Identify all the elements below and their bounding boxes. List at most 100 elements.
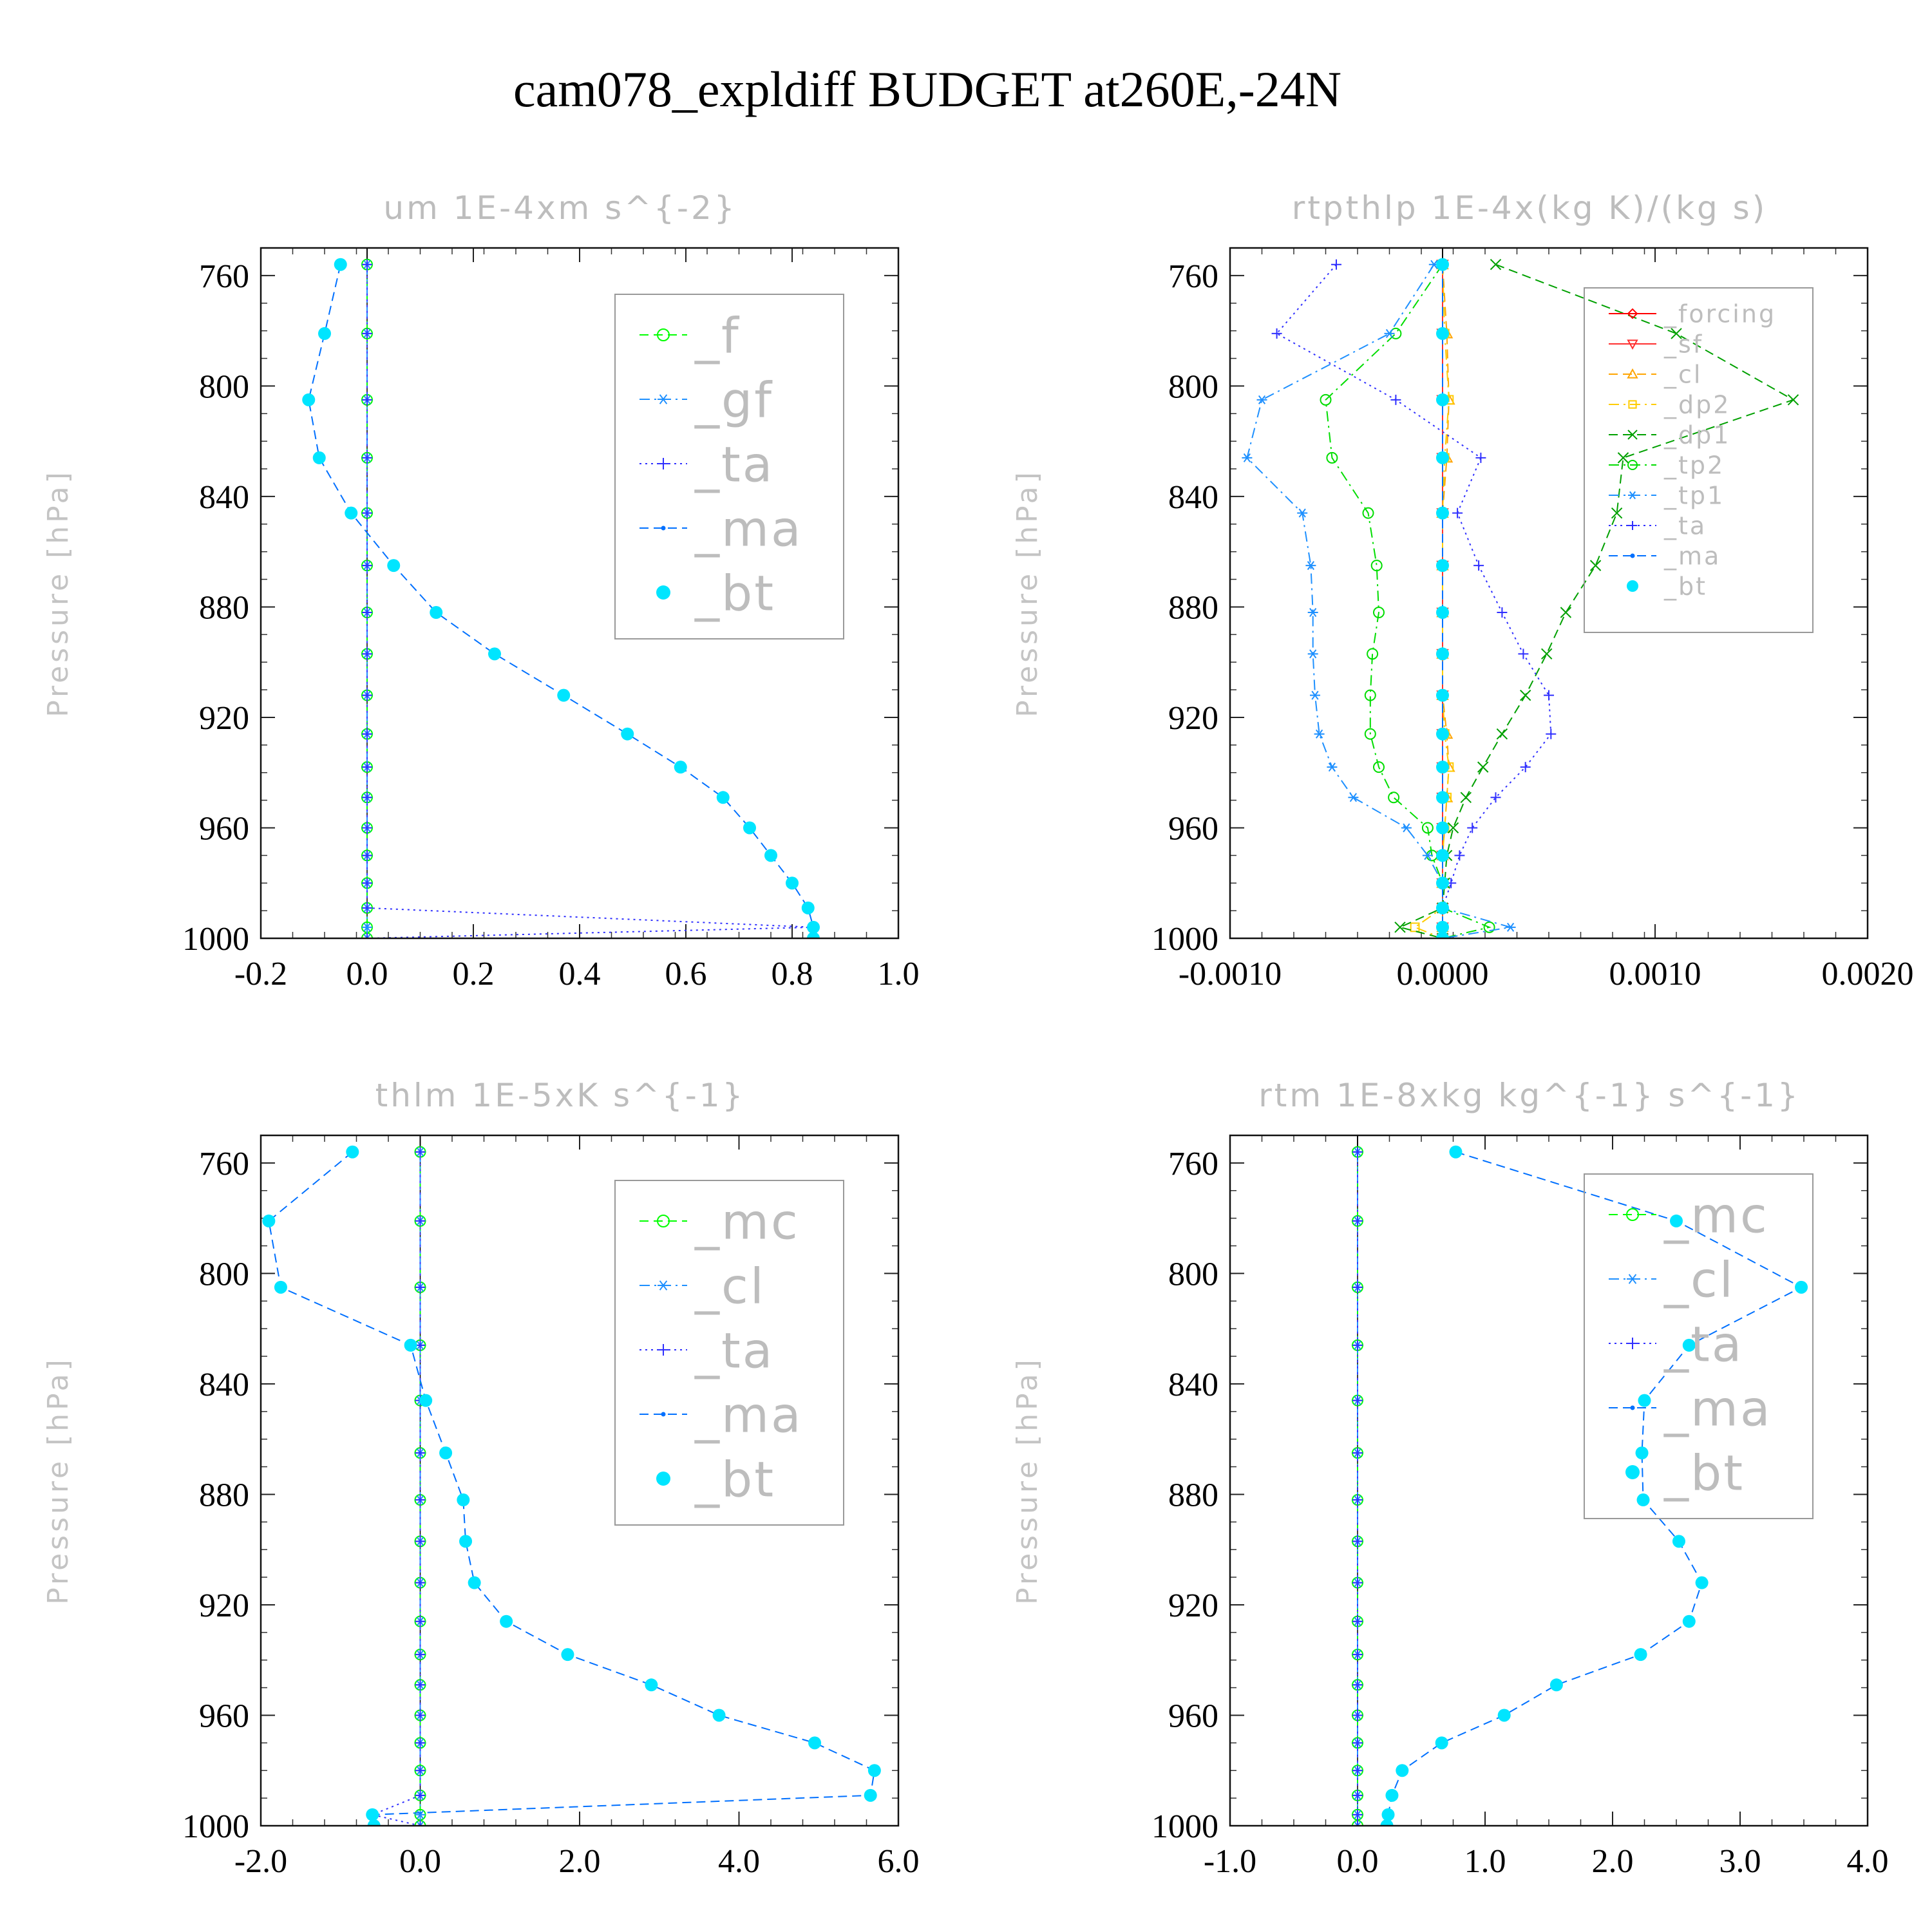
data-point-bt: [1436, 791, 1449, 804]
y-tick-label: 840: [1168, 479, 1218, 516]
data-point-bt: [1682, 1615, 1696, 1628]
data-point-ta: [1352, 1649, 1363, 1660]
data-point-bt: [1381, 1808, 1395, 1821]
data-point-bt: [1436, 761, 1449, 774]
data-point-tp1: [1256, 395, 1267, 404]
data-point-bt: [801, 901, 815, 914]
legend-box: [614, 294, 844, 639]
data-point-tp1: [1384, 328, 1395, 338]
data-point-ta: [415, 1765, 426, 1776]
legend-label: _bt: [694, 1450, 775, 1508]
data-point-ta: [1490, 792, 1501, 803]
data-point-ta: [1452, 507, 1463, 518]
data-point-ta: [415, 1680, 426, 1690]
data-point-ta: [1331, 259, 1341, 270]
data-point-bt: [387, 559, 401, 573]
data-point-tp2: [1364, 728, 1376, 740]
series-line-ma: [308, 264, 814, 938]
plot-frame: [1229, 247, 1869, 940]
chart-panel-1: um 1E-4xm s^{-2} Pressure [hPa] -0.2 0.0 0.2…: [42, 189, 920, 992]
data-point-bt: [1682, 1338, 1696, 1352]
data-point-bt: [712, 1709, 726, 1722]
x-tick-label: 0.0: [399, 1843, 441, 1880]
data-point-tp2: [1362, 507, 1374, 519]
data-point-ta: [1546, 728, 1557, 739]
data-point-ta: [362, 933, 372, 938]
x-tick-label: 3.0: [1719, 1843, 1761, 1880]
data-point-bt: [716, 791, 730, 804]
panels: um 1E-4xm s^{-2} Pressure [hPa] -0.2 0.0 0.2…: [42, 189, 1914, 1880]
y-tick-label: 920: [199, 700, 249, 737]
data-point-ta: [415, 1448, 426, 1459]
data-point-ta: [362, 649, 372, 659]
data-point-ta: [415, 1649, 426, 1660]
series-group: [1352, 1145, 1808, 1826]
data-point-tp2: [1388, 791, 1400, 804]
data-point-ta: [1352, 1765, 1363, 1776]
data-point-bt: [318, 327, 331, 340]
data-point-tp2: [1373, 761, 1385, 773]
legend-label: _ta: [1663, 1315, 1743, 1372]
data-point-ta: [1544, 690, 1554, 701]
legend-marker: [1630, 1405, 1635, 1410]
data-point-bt: [302, 393, 316, 406]
legend-marker: [1627, 1338, 1638, 1349]
data-point-bt: [1436, 901, 1449, 914]
data-point-ta: [415, 1282, 426, 1293]
data-point-ta: [1352, 1282, 1363, 1293]
data-point-dp1: [1617, 452, 1629, 464]
data-point-ta: [1352, 1215, 1363, 1226]
series-line-dp1: [1398, 263, 1795, 938]
legend-label: _bt: [1663, 1444, 1745, 1501]
legend-marker: [1627, 339, 1638, 350]
data-point-tp1: [1314, 729, 1325, 739]
y-tick-label: 880: [199, 589, 249, 626]
data-point-tp1: [1307, 649, 1318, 659]
panel-title: um 1E-4xm s^{-2}: [383, 189, 737, 227]
data-point-gf: [362, 934, 372, 938]
legend-marker: [656, 585, 670, 600]
data-point-dp1: [1560, 607, 1572, 618]
y-axis-label: Pressure [hPa]: [42, 1356, 75, 1605]
data-point-ta: [415, 1738, 426, 1748]
plot-frame: [260, 247, 900, 940]
data-point-bt: [419, 1394, 433, 1407]
y-tick-label: 920: [1168, 1587, 1218, 1624]
y-tick-label: 960: [1168, 1698, 1218, 1734]
data-point-dp1: [1671, 328, 1682, 339]
x-tick-label: 4.0: [1847, 1843, 1889, 1880]
legend-marker: [1627, 1274, 1638, 1284]
data-point-tp1: [1505, 922, 1516, 932]
legend-label: _gf: [694, 371, 773, 428]
data-point-bt: [1636, 1493, 1650, 1507]
data-point-ta: [1390, 394, 1401, 405]
data-point-bt: [488, 647, 501, 661]
data-point-ta: [362, 850, 372, 861]
data-point-bt: [1436, 327, 1449, 340]
data-point-dp2: [1410, 922, 1420, 933]
legend-marker: [657, 328, 670, 341]
y-tick-label: 800: [199, 1256, 249, 1293]
legend-marker: [658, 458, 669, 469]
data-point-dp1: [1496, 728, 1508, 740]
legend-box: [614, 1180, 844, 1526]
data-point-dp1: [1447, 822, 1459, 834]
y-tick-label: 760: [1168, 258, 1218, 295]
data-point-bt: [1436, 920, 1449, 934]
x-tick-label: 6.0: [878, 1843, 920, 1880]
data-point-ta: [1352, 1395, 1363, 1406]
data-point-ta: [415, 1146, 426, 1157]
chart-panel-3: thlm 1E-5xK s^{-1} Pressure [hPa] -2.0 0.0 2…: [42, 1077, 920, 1880]
series-group: [262, 1145, 881, 1826]
data-point-ta: [1475, 452, 1486, 463]
legend-marker: [661, 526, 666, 531]
y-tick-label: 760: [199, 1146, 249, 1182]
x-tick-label: 0.0000: [1397, 956, 1489, 992]
data-point-ta: [1352, 1495, 1363, 1506]
data-point-ta: [1352, 1448, 1363, 1459]
data-point-bt: [430, 606, 443, 620]
legend-label: _tp1: [1663, 482, 1725, 510]
data-point-tp1: [1327, 762, 1338, 772]
data-point-ta: [1352, 1710, 1363, 1721]
